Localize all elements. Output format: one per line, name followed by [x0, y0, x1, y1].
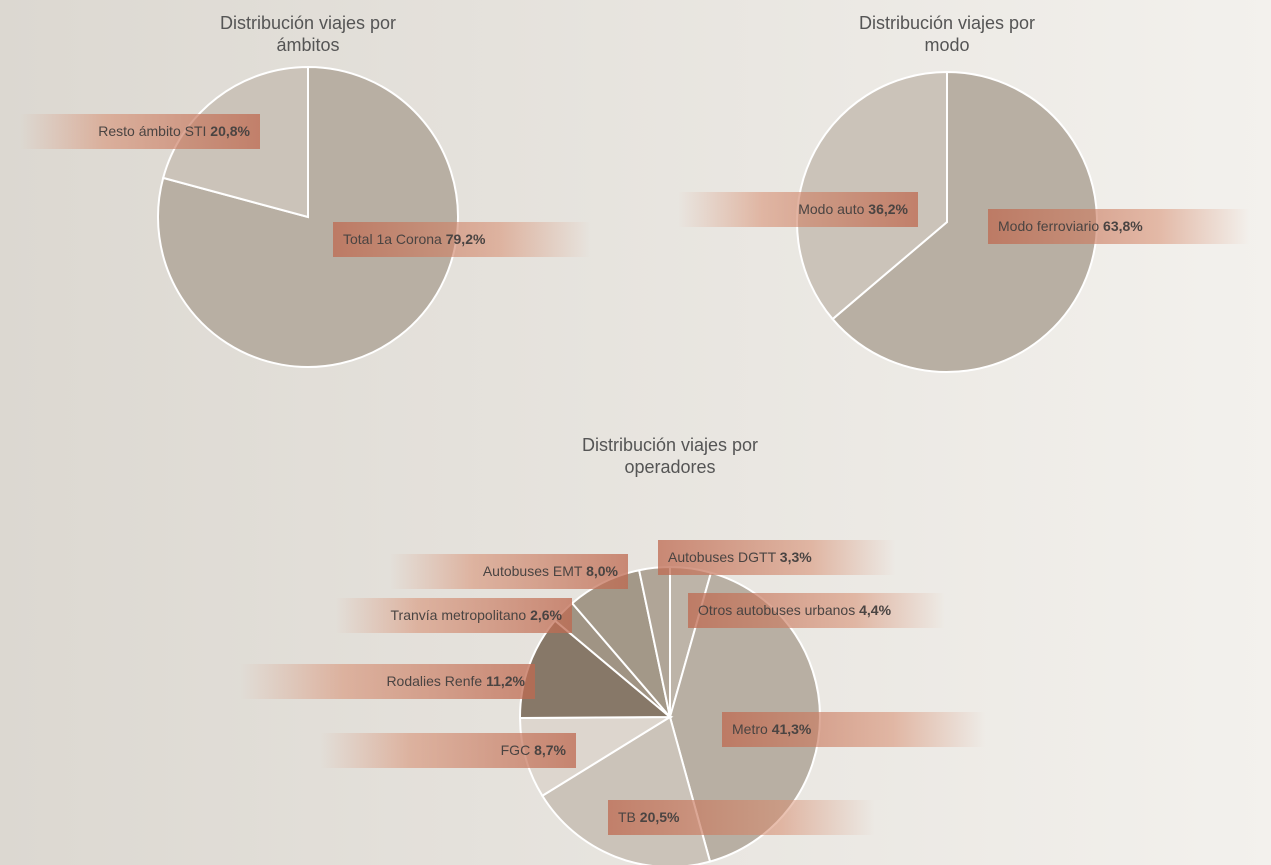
- pie-slice: [831, 70, 1098, 373]
- slice-value: 3,3%: [779, 549, 812, 565]
- slice-value: 4,4%: [859, 602, 892, 618]
- slice-value: 20,5%: [639, 809, 680, 825]
- slice-name: Total 1a Corona: [343, 231, 442, 247]
- slice-value: 63,8%: [1103, 218, 1143, 234]
- chart-title: Distribución viajes por operadores: [581, 435, 759, 477]
- slice-value: 2,6%: [530, 607, 562, 623]
- slice-name: FGC: [500, 742, 531, 758]
- slice-name: Tranvía metropolitano: [390, 607, 527, 623]
- slice-value: 20,8%: [210, 123, 250, 139]
- chart-title: Distribución viajes por ámbitos: [219, 13, 397, 55]
- slice-label: Modo ferroviario 63,8%: [988, 209, 1250, 244]
- slice-name: Rodalies Renfe: [386, 673, 483, 689]
- slice-value: 41,3%: [771, 721, 812, 737]
- chart-title: Distribución viajes por modo: [858, 13, 1036, 55]
- slice-name: Modo auto: [798, 201, 865, 217]
- pie-slice: [157, 65, 459, 368]
- slice-name: Modo ferroviario: [998, 218, 1100, 234]
- slice-label: TB 20,5%: [608, 800, 875, 835]
- slice-label: Total 1a Corona 79,2%: [333, 222, 590, 257]
- slice-name: Resto ámbito STI: [98, 123, 207, 139]
- slice-name: Metro: [732, 721, 768, 737]
- slice-value: 8,0%: [586, 563, 618, 579]
- slice-label: Otros autobuses urbanos 4,4%: [688, 593, 945, 628]
- slice-value: 79,2%: [445, 231, 486, 247]
- slice-value: 11,2%: [486, 673, 525, 689]
- slice-value: 36,2%: [868, 201, 908, 217]
- slice-label: Autobuses DGTT 3,3%: [658, 540, 895, 575]
- slice-name: Otros autobuses urbanos: [698, 602, 856, 618]
- slice-label: Autobuses EMT 8,0%: [390, 554, 628, 589]
- slice-label: Modo auto 36,2%: [678, 192, 918, 227]
- slice-label: Resto ámbito STI 20,8%: [20, 114, 260, 149]
- slice-name: TB: [618, 809, 636, 825]
- slice-label: Rodalies Renfe 11,2%: [240, 664, 535, 699]
- slice-name: Autobuses EMT: [482, 563, 583, 579]
- slice-value: 8,7%: [534, 742, 566, 758]
- slice-label: Tranvía metropolitano 2,6%: [335, 598, 572, 633]
- slice-label: Metro 41,3%: [722, 712, 985, 747]
- slice-label: FGC 8,7%: [320, 733, 576, 768]
- slice-name: Autobuses DGTT: [668, 549, 776, 565]
